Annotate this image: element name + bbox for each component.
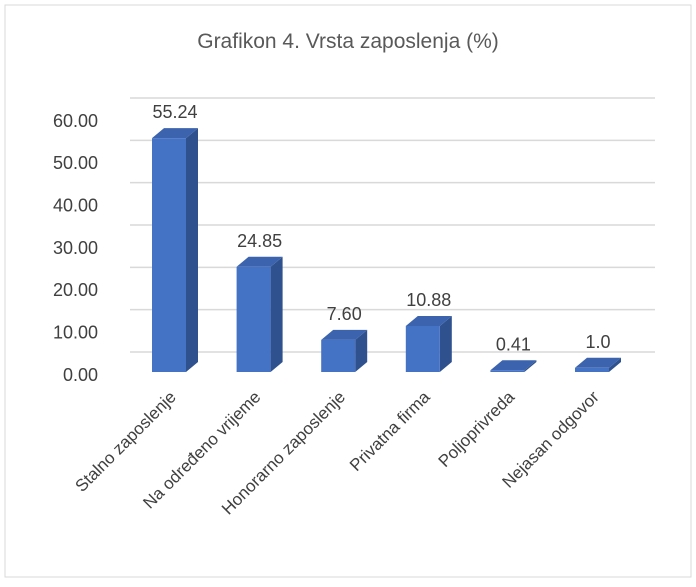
bar-front (321, 339, 356, 372)
y-tick-label: 50.00 (53, 153, 98, 173)
y-tick-label: 30.00 (53, 238, 98, 258)
bar-side (439, 315, 452, 372)
bar-top (152, 128, 198, 139)
bar-side (355, 329, 368, 372)
bar (575, 357, 621, 372)
y-tick-label: 20.00 (53, 280, 98, 300)
bar-top (575, 357, 621, 368)
bar-side (609, 357, 621, 372)
bar-side (524, 360, 537, 372)
bar-front (152, 138, 186, 372)
bar-top (490, 360, 537, 371)
y-tick-label: 40.00 (53, 195, 98, 215)
bar-front (405, 325, 440, 372)
bar-side (186, 128, 198, 372)
bar (152, 128, 198, 372)
bar (321, 329, 368, 372)
bar-side (270, 256, 283, 372)
bar (236, 256, 283, 372)
bar-top (236, 256, 283, 267)
y-tick-label: 10.00 (53, 322, 98, 342)
value-label: 10.88 (406, 290, 451, 310)
bar (405, 315, 452, 372)
bar-front (575, 367, 609, 372)
bar-front (490, 370, 525, 372)
bar (490, 360, 537, 372)
y-tick-label: 0.00 (63, 365, 98, 385)
chart-border (4, 4, 692, 578)
value-label: 0.41 (496, 334, 531, 354)
value-label: 24.85 (237, 231, 282, 251)
bar-top (405, 315, 452, 326)
value-label: 55.24 (152, 102, 197, 122)
y-tick-label: 60.00 (53, 111, 98, 131)
value-label: 1.0 (585, 332, 610, 352)
chart-title: Grafikon 4. Vrsta zaposlenja (%) (197, 30, 499, 53)
bar-front (236, 266, 271, 372)
bar-top (321, 329, 368, 340)
value-label: 7.60 (327, 304, 362, 324)
